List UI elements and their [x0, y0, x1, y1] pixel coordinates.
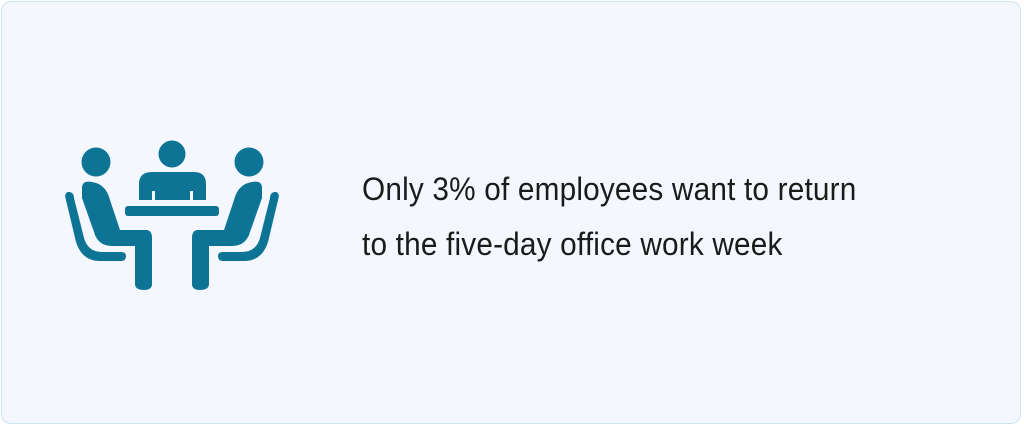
left-chair [65, 191, 126, 261]
headline-line-1: Only 3% of employees want to return [362, 171, 857, 207]
headline: Only 3% of employees want to return to t… [362, 162, 894, 272]
right-person-head [234, 147, 264, 177]
center-person-head [158, 140, 186, 168]
table [125, 206, 219, 216]
meeting-table-icon [65, 140, 279, 290]
right-person-body [192, 181, 262, 290]
left-person-head [81, 147, 111, 177]
left-person-body [82, 181, 152, 290]
headline-line-2: to the five-day office work week [362, 226, 783, 262]
center-person-torso [139, 172, 206, 200]
right-chair [218, 191, 279, 261]
